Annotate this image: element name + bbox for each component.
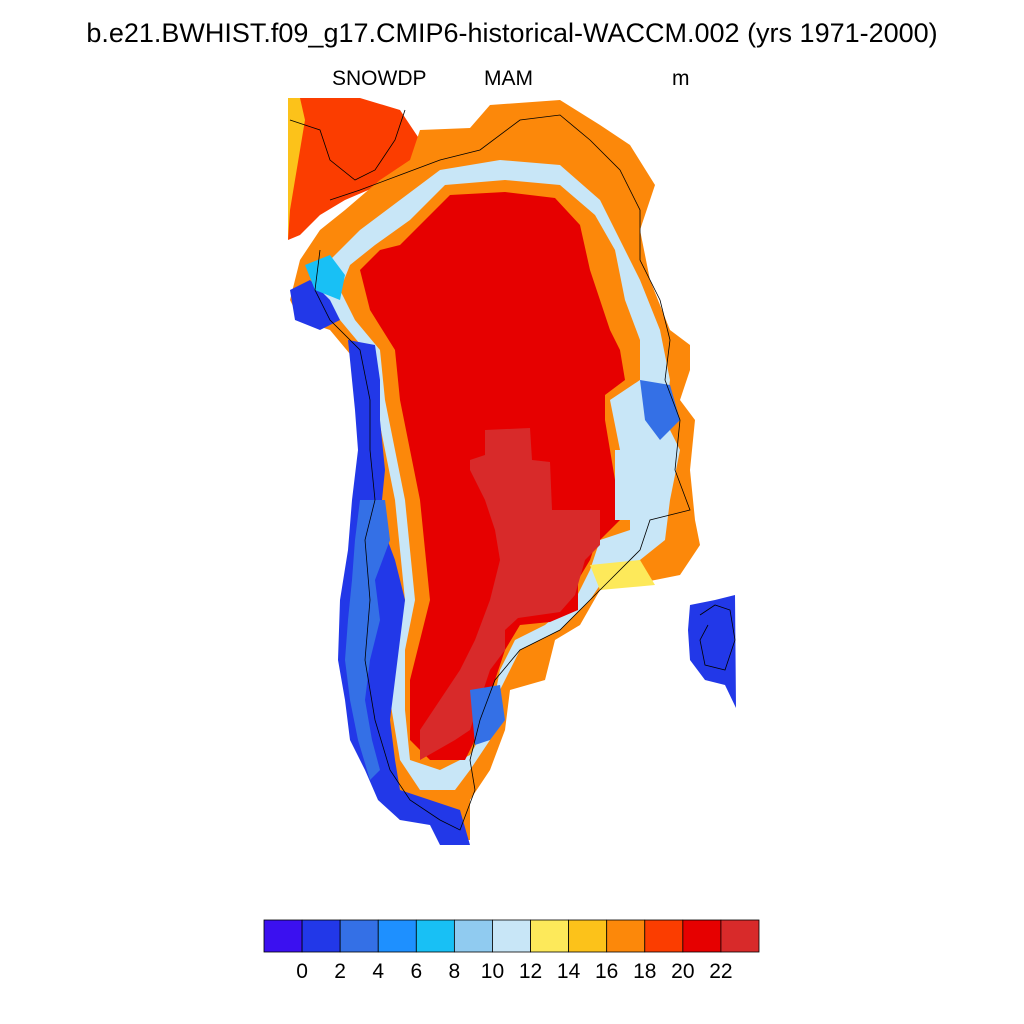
colorbar-swatch bbox=[530, 919, 570, 953]
colorbar-tick-label: 22 bbox=[709, 960, 733, 983]
map-field bbox=[288, 98, 736, 845]
colorbar-swatch bbox=[453, 919, 493, 953]
colorbar-tick-label: 4 bbox=[372, 960, 385, 983]
colorbar-tick-label: 8 bbox=[448, 960, 461, 983]
south-tip-blue bbox=[470, 685, 505, 745]
colorbar-swatch bbox=[682, 919, 722, 953]
colorbar-tick-label: 16 bbox=[595, 960, 619, 983]
colorbar-swatch bbox=[339, 919, 379, 953]
coastline-greenland bbox=[314, 114, 691, 831]
colorbar-swatch bbox=[644, 919, 684, 953]
coastline-iceland bbox=[699, 604, 736, 671]
colorbar-tick-label: 14 bbox=[556, 960, 581, 983]
season-label: MAM bbox=[484, 67, 533, 90]
iceland bbox=[688, 595, 736, 708]
colorbar-swatch bbox=[415, 919, 455, 953]
interior-dark bbox=[420, 428, 600, 760]
colorbar-swatch bbox=[568, 919, 608, 953]
colorbar-tick-label: 10 bbox=[480, 960, 505, 983]
west-coast-mid bbox=[345, 500, 390, 780]
colorbar-swatch bbox=[606, 919, 646, 953]
colorbar-swatch bbox=[377, 919, 417, 953]
colorbar-swatch bbox=[720, 919, 760, 953]
variable-label: SNOWDP bbox=[332, 67, 427, 90]
colorbar-swatch bbox=[492, 919, 531, 953]
south-yellow bbox=[590, 560, 655, 590]
coastline bbox=[289, 109, 736, 831]
colorbar-tick-label: 6 bbox=[410, 960, 423, 983]
units-label: m bbox=[672, 67, 690, 90]
west-coast-blue bbox=[338, 340, 470, 845]
east-coast-blue bbox=[640, 380, 680, 440]
colorbar-tick-label: 12 bbox=[518, 960, 543, 983]
nw-coast-blue bbox=[290, 280, 340, 330]
colorbar-tick-label: 0 bbox=[296, 960, 308, 983]
colorbar-swatch bbox=[263, 919, 303, 953]
colorbar-tick-label: 2 bbox=[334, 960, 346, 983]
map-title: b.e21.BWHIST.f09_g17.CMIP6-historical-WA… bbox=[86, 18, 938, 48]
nw-island-edge bbox=[288, 98, 305, 240]
east-coast-light bbox=[615, 450, 655, 520]
colorbar-tick-label: 20 bbox=[671, 960, 695, 983]
coastline-nw bbox=[289, 109, 406, 181]
colorbar-tick-label: 18 bbox=[633, 960, 657, 983]
colorbar-swatch bbox=[301, 919, 341, 953]
